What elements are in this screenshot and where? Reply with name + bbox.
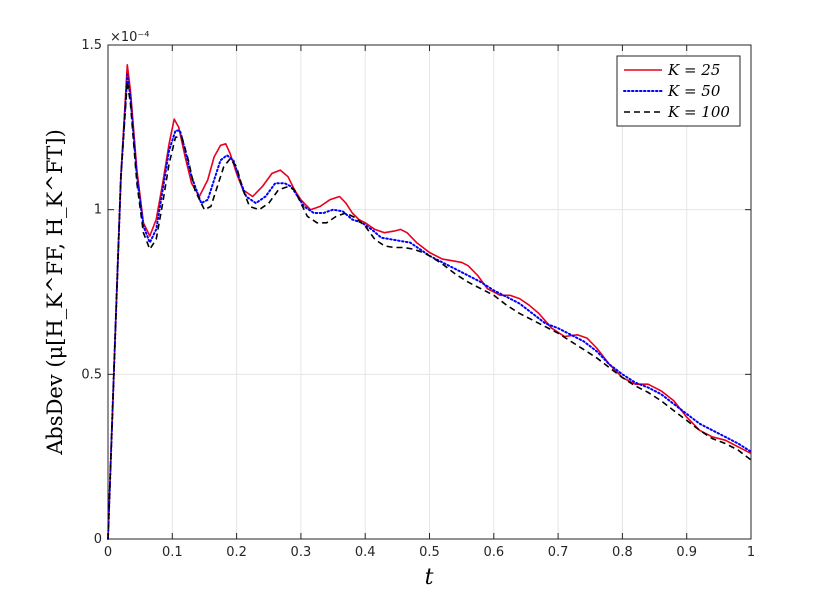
y-tick-label: 0: [94, 532, 102, 547]
x-tick-label: 0.9: [676, 545, 697, 560]
y-exponent-label: ×10⁻⁴: [110, 30, 150, 45]
y-tick-label: 1: [94, 203, 102, 218]
x-tick-label: 0.8: [612, 545, 633, 560]
legend-label-3: K = 100: [667, 103, 730, 121]
x-tick-label: 0.5: [419, 545, 440, 560]
x-tick-label: 0: [104, 545, 112, 560]
legend: K = 25 K = 50 K = 100: [616, 55, 741, 127]
x-tick-label: 0.7: [548, 545, 569, 560]
series-line-2: [107, 73, 752, 540]
y-tick-label: 1.5: [81, 38, 102, 53]
x-tick-label: 0.4: [355, 545, 376, 560]
series-line-1: [107, 64, 752, 540]
x-tick-label: 0.6: [483, 545, 504, 560]
y-axis-label: AbsDev (μ[H_K^FF, H_K^FT]): [43, 129, 67, 456]
y-axis: 0 0.5 1 1.5: [81, 38, 751, 547]
legend-label-2: K = 50: [667, 82, 721, 100]
x-tick-label: 0.1: [162, 545, 183, 560]
series-lines: [107, 64, 752, 540]
y-tick-label: 0.5: [81, 367, 102, 382]
x-tick-label: 0.3: [291, 545, 312, 560]
legend-label-1: K = 25: [667, 61, 720, 79]
x-tick-label: 1: [747, 545, 755, 560]
x-axis-label: t: [425, 565, 434, 590]
x-tick-label: 0.2: [226, 545, 247, 560]
series-line-3: [107, 80, 752, 540]
